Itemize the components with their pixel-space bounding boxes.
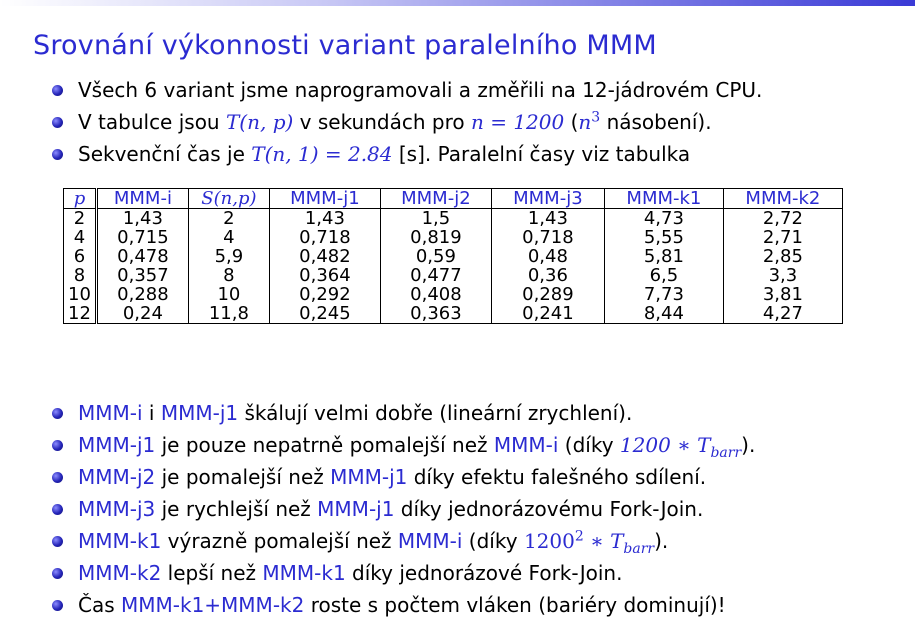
table-cell: 0,819	[379, 228, 492, 247]
note-4: MMM-j3 je rychlejší než MMM-j1 díky jedn…	[52, 493, 755, 525]
note-2: MMM-j1 je pouze nepatrně pomalejší než M…	[52, 429, 755, 461]
notes-list: MMM-i i MMM-j1 škálují velmi dobře (line…	[52, 397, 755, 621]
bullet-icon	[52, 149, 63, 160]
intro-bullet-1: Všech 6 variant jsme naprogramovali a zm…	[52, 74, 762, 106]
bullet-icon	[52, 85, 63, 96]
table-cell: 0,715	[95, 228, 189, 247]
bullet-icon	[52, 568, 63, 579]
table-cell: 2,72	[722, 208, 843, 228]
intro-bullet-2: V tabulce jsou T(n, p) v sekundách pro n…	[52, 106, 762, 138]
table-cell: 5,81	[603, 247, 724, 266]
table-cell: 2	[187, 208, 270, 228]
results-table: p MMM-i S(n,p) MMM-j1 MMM-j2 MMM-j3 MMM-…	[63, 188, 843, 324]
table-cell: 5,9	[187, 247, 270, 266]
col-header-mmm-j1: MMM-j1	[268, 188, 381, 209]
table-cell: 1,43	[95, 208, 189, 228]
table-cell: 0,59	[379, 247, 492, 266]
table-cell: 4,73	[603, 208, 724, 228]
table-cell-p: 8	[63, 266, 98, 285]
table-cell: 3,3	[722, 266, 843, 285]
table-row: 4 0,715 4 0,718 0,819 0,718 5,55 2,71	[63, 228, 843, 247]
table-cell: 0,288	[95, 285, 189, 304]
header-gradient-bar	[0, 0, 915, 6]
note-1: MMM-i i MMM-j1 škálují velmi dobře (line…	[52, 397, 755, 429]
table-cell: 0,482	[268, 247, 381, 266]
table-row: 2 1,43 2 1,43 1,5 1,43 4,73 2,72	[63, 208, 843, 228]
col-header-speedup: S(n,p)	[187, 188, 270, 209]
table-cell: 0,48	[490, 247, 605, 266]
note-7: Čas MMM-k1+MMM-k2 roste s počtem vláken …	[52, 589, 755, 621]
col-header-mmm-i: MMM-i	[95, 188, 189, 209]
table-cell: 2,85	[722, 247, 843, 266]
table-cell: 0,364	[268, 266, 381, 285]
bullet-icon	[52, 440, 63, 451]
col-header-mmm-k2: MMM-k2	[722, 188, 843, 209]
table-cell-p: 10	[63, 285, 98, 304]
table-cell: 4,27	[722, 304, 843, 324]
col-header-mmm-j2: MMM-j2	[379, 188, 492, 209]
table-cell: 0,245	[268, 304, 381, 324]
table-cell: 0,477	[379, 266, 492, 285]
table-cell-p: 4	[63, 228, 98, 247]
intro-bullet-3: Sekvenční čas je T(n, 1) = 2.84 [s]. Par…	[52, 138, 762, 170]
table-cell: 6,5	[603, 266, 724, 285]
table-cell: 8	[187, 266, 270, 285]
bullet-icon	[52, 472, 63, 483]
table-cell: 2,71	[722, 228, 843, 247]
slide-title: Srovnání výkonnosti variant paralelního …	[33, 30, 657, 61]
table-cell-p: 12	[63, 304, 98, 324]
table-cell: 0,363	[379, 304, 492, 324]
table-cell-p: 2	[63, 208, 98, 228]
bullet-icon	[52, 600, 63, 611]
col-header-p: p	[63, 188, 98, 209]
table-cell: 1,43	[268, 208, 381, 228]
table-cell: 0,718	[268, 228, 381, 247]
table-cell: 0,292	[268, 285, 381, 304]
table-cell: 0,289	[490, 285, 605, 304]
table-header-row: p MMM-i S(n,p) MMM-j1 MMM-j2 MMM-j3 MMM-…	[63, 188, 843, 209]
table-cell: 1,5	[379, 208, 492, 228]
table-cell: 1,43	[490, 208, 605, 228]
table-cell: 0,718	[490, 228, 605, 247]
note-5: MMM-k1 výrazně pomalejší než MMM-i (díky…	[52, 525, 755, 557]
table-cell: 0,241	[490, 304, 605, 324]
table-row: 10 0,288 10 0,292 0,408 0,289 7,73 3,81	[63, 285, 843, 304]
table-cell: 3,81	[722, 285, 843, 304]
intro-list: Všech 6 variant jsme naprogramovali a zm…	[52, 74, 762, 170]
table-cell: 7,73	[603, 285, 724, 304]
bullet-icon	[52, 536, 63, 547]
note-3: MMM-j2 je pomalejší než MMM-j1 díky efek…	[52, 461, 755, 493]
bullet-icon	[52, 504, 63, 515]
table-cell: 0,24	[95, 304, 189, 324]
table-row: 8 0,357 8 0,364 0,477 0,36 6,5 3,3	[63, 266, 843, 285]
table-cell: 0,357	[95, 266, 189, 285]
col-header-mmm-j3: MMM-j3	[490, 188, 605, 209]
note-6: MMM-k2 lepší než MMM-k1 díky jednorázové…	[52, 557, 755, 589]
table-cell: 0,408	[379, 285, 492, 304]
bullet-icon	[52, 117, 63, 128]
table-row: 12 0,24 11,8 0,245 0,363 0,241 8,44 4,27	[63, 304, 843, 324]
bullet-icon	[52, 408, 63, 419]
table-cell: 5,55	[603, 228, 724, 247]
table-cell: 0,36	[490, 266, 605, 285]
table-cell: 10	[187, 285, 270, 304]
table-cell-p: 6	[63, 247, 98, 266]
table-cell: 8,44	[603, 304, 724, 324]
table-cell: 11,8	[187, 304, 270, 324]
table-cell: 4	[187, 228, 270, 247]
table-cell: 0,478	[95, 247, 189, 266]
table-body: 2 1,43 2 1,43 1,5 1,43 4,73 2,72 4 0,715 4 0,718 0,8…	[63, 208, 843, 324]
col-header-mmm-k1: MMM-k1	[603, 188, 724, 209]
table-row: 6 0,478 5,9 0,482 0,59 0,48 5,81 2,85	[63, 247, 843, 266]
